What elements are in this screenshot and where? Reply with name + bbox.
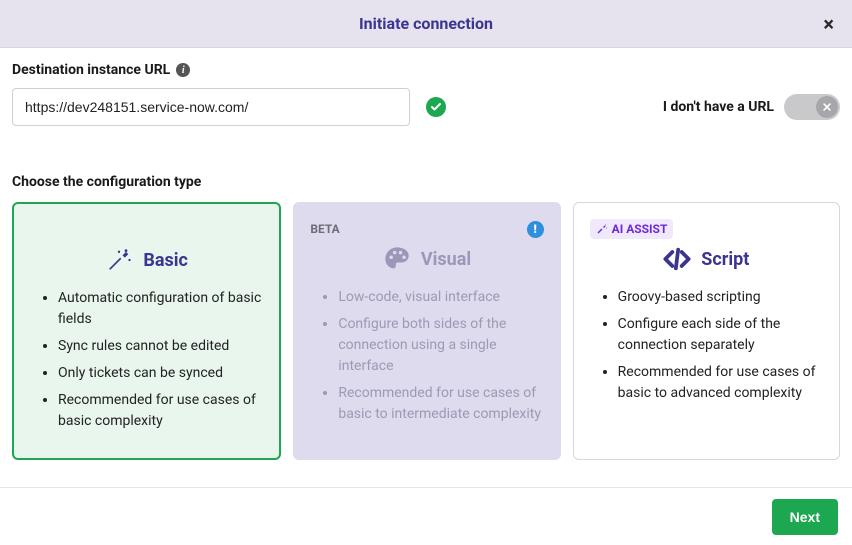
config-type-label: Choose the configuration type	[12, 174, 201, 190]
card-script-bullets: Groovy-based scripting Configure each si…	[590, 287, 823, 404]
card-visual-badge-row: BETA !	[310, 217, 543, 241]
card-script-head: Script	[590, 245, 823, 273]
info-icon[interactable]: i	[176, 63, 190, 77]
list-item: Configure both sides of the connection u…	[338, 314, 543, 377]
next-button[interactable]: Next	[772, 499, 838, 535]
card-script-title: Script	[701, 249, 749, 270]
alert-icon[interactable]: !	[527, 221, 544, 238]
no-url-group: I don't have a URL	[663, 94, 840, 120]
modal-content: Destination instance URL i I don't have …	[0, 48, 852, 460]
list-item: Only tickets can be synced	[58, 363, 263, 384]
list-item: Automatic configuration of basic fields	[58, 288, 263, 330]
sparkle-icon	[596, 223, 608, 235]
valid-check-icon	[426, 97, 446, 117]
card-script-badge-row: AI ASSIST	[590, 217, 823, 241]
list-item: Recommended for use cases of basic to in…	[338, 383, 543, 425]
list-item: Recommended for use cases of basic to ad…	[618, 362, 823, 404]
list-item: Low-code, visual interface	[338, 287, 543, 308]
card-basic-head: Basic	[30, 246, 263, 274]
ai-assist-label: AI ASSIST	[612, 222, 668, 236]
card-basic-bullets: Automatic configuration of basic fields …	[30, 288, 263, 432]
no-url-toggle[interactable]	[784, 94, 840, 120]
card-visual-title: Visual	[421, 249, 471, 270]
card-script[interactable]: AI ASSIST Script Groovy-based scripting …	[573, 202, 840, 460]
ai-assist-badge: AI ASSIST	[590, 219, 674, 239]
modal-footer: Next	[0, 487, 852, 545]
wand-icon	[105, 246, 133, 274]
list-item: Recommended for use cases of basic compl…	[58, 390, 263, 432]
card-basic-title: Basic	[143, 250, 188, 271]
toggle-knob-off	[816, 96, 838, 118]
url-label: Destination instance URL	[12, 62, 170, 78]
card-visual-bullets: Low-code, visual interface Configure bot…	[310, 287, 543, 425]
config-type-label-row: Choose the configuration type	[12, 174, 840, 190]
no-url-label: I don't have a URL	[663, 99, 774, 115]
code-icon	[663, 245, 691, 273]
card-basic[interactable]: Basic Automatic configuration of basic f…	[12, 202, 281, 460]
beta-badge: BETA	[310, 222, 339, 236]
config-cards: Basic Automatic configuration of basic f…	[12, 202, 840, 460]
close-button[interactable]: ×	[823, 14, 834, 34]
url-row: I don't have a URL	[12, 88, 840, 126]
modal-header: Initiate connection ×	[0, 0, 852, 48]
list-item: Groovy-based scripting	[618, 287, 823, 308]
card-visual-head: Visual	[310, 245, 543, 273]
palette-icon	[383, 245, 411, 273]
url-label-row: Destination instance URL i	[12, 62, 840, 78]
list-item: Sync rules cannot be edited	[58, 336, 263, 357]
list-item: Configure each side of the connection se…	[618, 314, 823, 356]
modal-title: Initiate connection	[359, 14, 493, 33]
card-visual[interactable]: BETA ! Visual Low-code, visual interface…	[293, 202, 560, 460]
destination-url-input[interactable]	[12, 88, 410, 126]
